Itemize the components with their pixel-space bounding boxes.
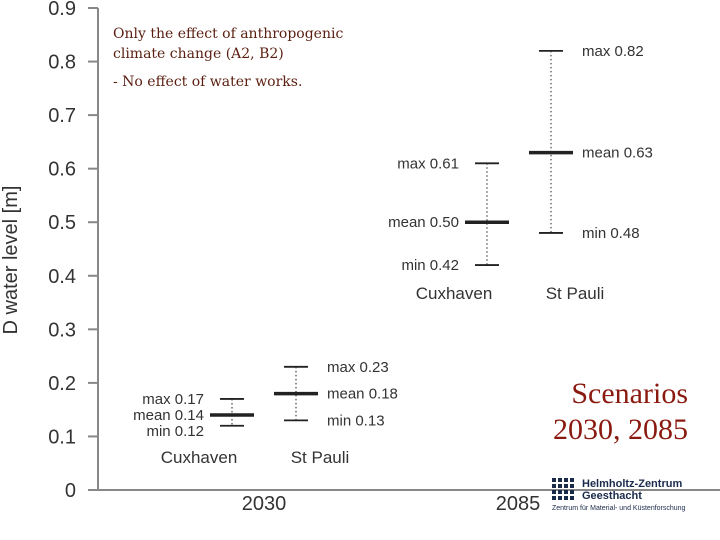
scenarios-label: Scenarios 2030, 2085: [480, 376, 688, 448]
station-label: Cuxhaven: [416, 284, 493, 303]
mean-data-label: mean 0.18: [327, 386, 398, 403]
y-tick-label: 0.9: [48, 0, 76, 20]
y-tick-label: 0.2: [48, 373, 76, 395]
min-data-label: min 0.13: [327, 412, 385, 429]
logo-dots-icon: [552, 478, 574, 500]
station-label: St Pauli: [546, 284, 605, 303]
y-tick-label: 0.3: [48, 319, 76, 341]
logo-title-line-2: Geesthacht: [582, 490, 642, 502]
y-tick-label: 0.8: [48, 52, 76, 74]
x-tick-label: 2085: [496, 493, 541, 515]
max-data-label: max 0.61: [397, 155, 459, 172]
station-label: Cuxhaven: [161, 448, 238, 467]
max-data-label: max 0.82: [582, 43, 644, 60]
y-axis-ticks: 0 0.1 0.2 0.3 0.4 0.5 0.6 0.7 0.8 0.9: [48, 0, 98, 502]
mean-data-label: mean 0.50: [388, 214, 459, 231]
note-line-1: Only the effect of anthropogenic: [113, 26, 344, 42]
y-axis-label: D water level [m]: [0, 186, 22, 335]
axes: [97, 8, 720, 491]
min-data-label: min 0.12: [146, 423, 204, 440]
y-tick-label: 0.1: [48, 426, 76, 448]
scenarios-line-2: 2030, 2085: [553, 413, 688, 446]
min-data-label: min 0.42: [401, 257, 459, 274]
scenarios-line-1: Scenarios: [571, 377, 688, 410]
mean-data-label: mean 0.63: [582, 145, 653, 162]
station-label: St Pauli: [291, 448, 350, 467]
max-data-label: max 0.17: [142, 391, 204, 408]
note-line-2: climate change (A2, B2): [113, 46, 284, 62]
y-tick-label: 0.6: [48, 159, 76, 181]
note-line-3: - No effect of water works.: [113, 74, 303, 90]
y-tick-label: 0.4: [48, 266, 76, 288]
hzg-logo: Helmholtz-Zentrum Geesthacht Zentrum für…: [552, 478, 712, 518]
mean-data-label: mean 0.14: [133, 407, 204, 424]
logo-subtitle: Zentrum für Material- und Küstenforschun…: [552, 505, 686, 512]
y-tick-label: 0.7: [48, 105, 76, 127]
y-tick-label: 0: [65, 480, 76, 502]
y-tick-label: 0.5: [48, 212, 76, 234]
max-data-label: max 0.23: [327, 359, 389, 376]
annotation-note: Only the effect of anthropogenic climate…: [113, 24, 343, 92]
logo-title-line-1: Helmholtz-Zentrum: [582, 478, 683, 490]
logo-title: Helmholtz-Zentrum Geesthacht: [582, 478, 682, 502]
x-tick-label: 2030: [242, 493, 287, 515]
min-data-label: min 0.48: [582, 225, 640, 242]
